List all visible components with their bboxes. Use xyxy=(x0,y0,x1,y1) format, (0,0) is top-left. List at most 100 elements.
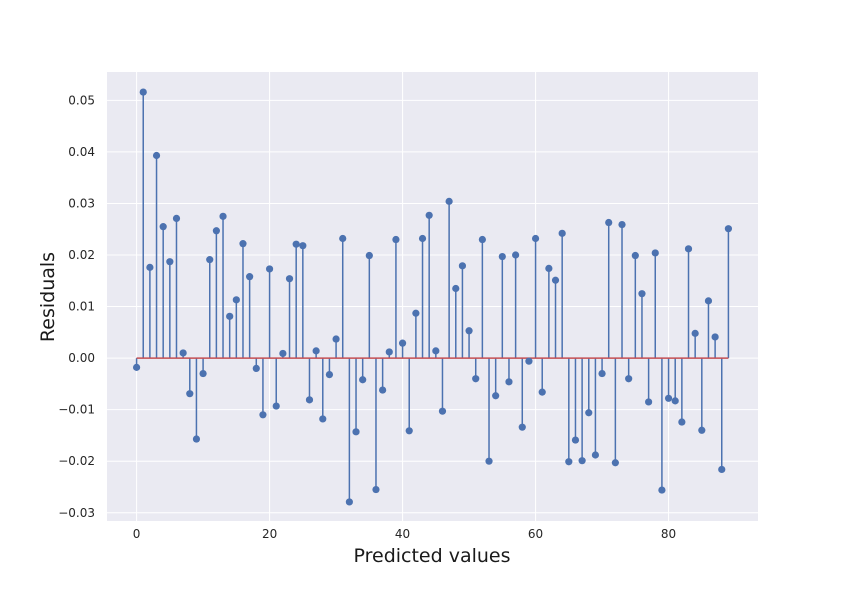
grid-lines xyxy=(107,72,758,521)
stem-marker xyxy=(618,220,626,229)
stem-marker xyxy=(325,370,334,379)
y-tick-label: 0.02 xyxy=(68,248,95,262)
stem-marker xyxy=(392,235,400,244)
stem-marker xyxy=(299,242,307,250)
stem-marker xyxy=(265,265,274,273)
stem-marker xyxy=(671,397,679,405)
y-tick-label: 0.01 xyxy=(68,300,95,314)
stem-series xyxy=(132,88,733,506)
stem-marker xyxy=(398,339,407,347)
stem-marker xyxy=(206,256,214,264)
x-tick-label: 20 xyxy=(262,527,277,541)
stem-marker xyxy=(412,309,420,317)
stem-marker xyxy=(711,333,719,341)
y-tick-label: 0.03 xyxy=(68,196,95,210)
stem-marker xyxy=(146,263,154,271)
stem-marker xyxy=(359,376,367,384)
tick-labels: 0 20 40 60 80 −0.03 −0.02 −0.01 0.00 0.01 0.02 0.03… xyxy=(58,93,676,541)
stem-marker xyxy=(551,276,560,284)
stem-marker xyxy=(432,347,440,355)
stem-marker xyxy=(339,234,347,243)
stem-marker xyxy=(365,251,373,260)
stem-marker xyxy=(219,212,227,220)
stem-marker xyxy=(625,375,633,383)
stem-marker xyxy=(345,498,353,506)
stem-marker xyxy=(352,428,360,436)
y-tick-label: −0.03 xyxy=(58,506,95,520)
stem-marker xyxy=(485,457,493,465)
stem-marker xyxy=(285,275,294,283)
stem-marker xyxy=(199,369,207,378)
stem-marker xyxy=(505,378,513,386)
stem-marker xyxy=(139,88,147,96)
stem-marker xyxy=(279,349,287,358)
stem-marker xyxy=(379,386,387,394)
stem-marker xyxy=(166,258,174,266)
stem-marker xyxy=(545,264,553,273)
stem-marker xyxy=(438,407,447,415)
stem-marker xyxy=(724,225,733,233)
stem-marker xyxy=(418,234,427,243)
stem-marker xyxy=(698,426,706,434)
stem-marker xyxy=(645,398,653,406)
stem-marker xyxy=(452,284,460,293)
stem-marker xyxy=(658,486,666,494)
x-tick-label: 60 xyxy=(528,527,543,541)
stem-marker xyxy=(638,290,646,298)
stem-marker xyxy=(585,409,593,417)
stem-marker xyxy=(691,329,699,337)
stem-marker xyxy=(492,392,500,400)
y-tick-label: 0.00 xyxy=(68,351,95,365)
stem-marker xyxy=(305,396,314,404)
stem-marker xyxy=(631,251,639,260)
stem-marker xyxy=(186,390,194,398)
stem-marker xyxy=(239,240,247,248)
stem-marker xyxy=(478,235,486,244)
stem-marker xyxy=(538,388,546,396)
x-tick-label: 40 xyxy=(395,527,410,541)
stem-marker xyxy=(192,435,201,443)
stem-marker xyxy=(565,458,573,466)
stem-marker xyxy=(664,394,673,402)
stem-marker xyxy=(385,348,393,356)
x-axis-label: Predicted values xyxy=(353,545,510,567)
stem-marker xyxy=(172,214,181,223)
stem-marker xyxy=(232,296,240,304)
stem-marker xyxy=(226,312,234,320)
stem-marker xyxy=(512,251,520,259)
y-axis-label: Residuals xyxy=(37,252,59,342)
stem-marker xyxy=(458,262,467,270)
stem-marker xyxy=(259,411,267,419)
stem-marker xyxy=(132,363,141,371)
y-tick-label: −0.01 xyxy=(58,403,95,417)
stem-marker xyxy=(472,375,480,383)
stem-marker xyxy=(152,151,161,160)
stem-marker xyxy=(319,415,327,423)
stem-marker xyxy=(159,223,167,231)
stem-marker xyxy=(405,427,413,435)
y-tick-label: 0.04 xyxy=(68,145,95,159)
x-tick-label: 0 xyxy=(133,527,141,541)
stem-marker xyxy=(312,347,320,355)
stem-marker xyxy=(578,457,586,465)
stem-marker xyxy=(678,418,686,426)
stem-marker xyxy=(425,211,433,219)
stem-marker xyxy=(246,273,254,281)
stem-marker xyxy=(531,234,540,243)
stem-marker xyxy=(272,402,280,410)
stem-marker xyxy=(704,297,713,305)
stem-marker xyxy=(591,451,600,459)
stem-marker xyxy=(212,227,220,235)
stem-marker xyxy=(651,249,659,257)
stem-marker xyxy=(558,229,566,237)
x-tick-label: 80 xyxy=(661,527,676,541)
stem-marker xyxy=(372,485,380,494)
stem-marker xyxy=(598,369,606,378)
stem-marker xyxy=(252,364,260,373)
y-tick-label: 0.05 xyxy=(68,93,95,107)
stem-marker xyxy=(684,245,693,253)
stem-marker xyxy=(292,240,300,248)
stem-marker xyxy=(525,357,533,365)
plot-area xyxy=(107,72,758,521)
